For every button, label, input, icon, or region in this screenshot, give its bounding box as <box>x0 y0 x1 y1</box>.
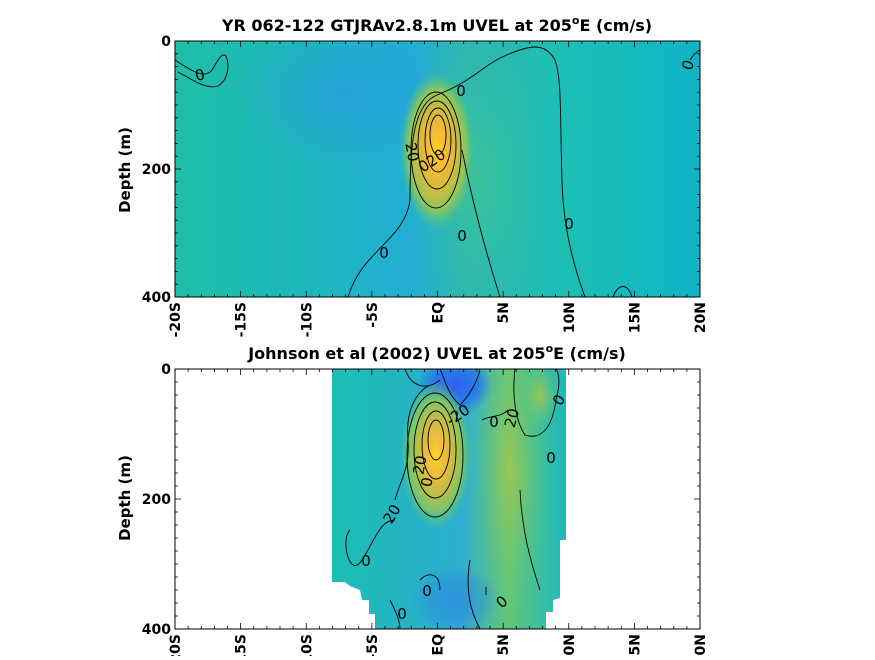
top-heatmap <box>175 41 700 297</box>
bottom-heatmap <box>332 369 566 629</box>
x-tick-label: -20S <box>168 634 184 656</box>
y-tick-label: 400 <box>142 290 171 306</box>
x-tick-label: -10S <box>299 302 315 337</box>
top-contours <box>175 46 700 297</box>
y-tick-label: 400 <box>142 622 171 638</box>
top-contour-label: 0 <box>379 244 389 262</box>
top-contour-label: 20 <box>401 141 422 163</box>
x-tick-label: 10N <box>562 634 578 656</box>
x-tick-label: EQ <box>431 302 447 324</box>
y-tick-label: 0 <box>161 362 171 378</box>
bottom-title-main: Johnson et al (2002) UVEL at 205 <box>247 344 545 363</box>
x-tick-label: 15N <box>627 634 643 656</box>
x-tick-label: 5N <box>496 302 512 323</box>
x-tick-label: -20S <box>168 302 184 337</box>
top-contour-label: 0 <box>564 215 574 233</box>
bottom-contours <box>345 369 560 629</box>
bottom-contour-label: 0 <box>361 552 371 570</box>
top-title-tail: E (cm/s) <box>579 16 652 35</box>
top-contour-label: 0 <box>457 227 467 245</box>
x-tick-label: 20N <box>693 634 709 656</box>
x-tick-label: 15N <box>627 302 643 333</box>
top-title-degree: o <box>572 14 580 27</box>
y-tick-label: 0 <box>161 34 171 50</box>
bottom-contour-label: 20 <box>501 406 523 429</box>
y-tick-label: 200 <box>142 492 171 508</box>
x-tick-label: EQ <box>431 634 447 656</box>
bottom-contour-label: 0 <box>489 413 499 431</box>
bottom-contour-label: 0 <box>422 582 432 600</box>
bottom-contour-label: 20 <box>409 454 430 476</box>
top-title: YR 062-122 GTJRAv2.8.1m UVEL at 205oE (c… <box>221 14 652 35</box>
bottom-title-tail: E (cm/s) <box>553 344 626 363</box>
bottom-panel: Johnson et al (2002) UVEL at 205oE (cm/s… <box>116 342 709 660</box>
top-ylabel: Depth (m) <box>116 127 134 213</box>
bottom-contour-label: 0 <box>397 605 407 623</box>
x-tick-label: -5S <box>365 302 381 328</box>
bottom-title-degree: o <box>546 342 554 355</box>
top-contour-label: 0 <box>193 65 207 85</box>
y-tick-label: 200 <box>142 162 171 178</box>
x-tick-label: -15S <box>234 634 250 656</box>
x-tick-label: 10N <box>562 302 578 333</box>
bottom-ylabel: Depth (m) <box>116 455 134 541</box>
x-tick-label: 5N <box>496 634 512 655</box>
top-contour-label: 0 <box>456 82 466 100</box>
x-tick-label: 20N <box>693 302 709 333</box>
bottom-title: Johnson et al (2002) UVEL at 205oE (cm/s… <box>247 342 626 363</box>
bottom-contour-label: 0 <box>546 449 556 467</box>
bottom-contour-label: 0 <box>417 476 436 489</box>
top-panel: YR 062-122 GTJRAv2.8.1m UVEL at 205oE (c… <box>116 14 709 337</box>
x-tick-label: -5S <box>365 634 381 656</box>
x-tick-label: -15S <box>234 302 250 337</box>
x-tick-label: -10S <box>299 634 315 656</box>
top-title-main: YR 062-122 GTJRAv2.8.1m UVEL at 205 <box>221 16 572 35</box>
